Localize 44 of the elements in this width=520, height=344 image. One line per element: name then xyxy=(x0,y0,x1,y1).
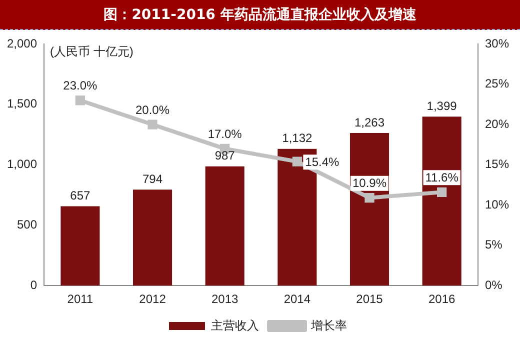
y-tick-label: 0 xyxy=(30,278,38,292)
bar xyxy=(60,206,100,286)
y2-tick-label: 15% xyxy=(484,157,510,172)
data-label: 1,132 xyxy=(282,131,313,146)
annotation: (人民币 十亿元) xyxy=(50,44,134,58)
y-tick-label: 1,500 xyxy=(7,96,38,111)
data-label: 1,399 xyxy=(426,98,458,113)
x-tick-label: 2015 xyxy=(356,292,384,306)
y-tick-label: 1,000 xyxy=(7,157,38,172)
legend-label: 增长率 xyxy=(310,318,347,332)
y2-tick-label: 20% xyxy=(484,116,510,131)
bar xyxy=(350,133,390,286)
point xyxy=(436,187,447,198)
data-label: 987 xyxy=(214,148,236,163)
chart-title: 图：2011-2016 年药品流通直报企业收入及增速 xyxy=(0,0,520,30)
x-tick-label: 2011 xyxy=(67,292,94,306)
data-label: 794 xyxy=(142,172,163,186)
y2-tick-label: 30% xyxy=(484,36,510,50)
bar xyxy=(132,190,172,286)
y2-tick-label: 25% xyxy=(484,76,510,91)
data-label: 11.6% xyxy=(425,170,459,184)
data-label: 10.9% xyxy=(352,176,387,190)
data-label: 15.4% xyxy=(305,154,340,169)
x-tick-label: 2012 xyxy=(139,292,166,306)
legend-label: 主营收入 xyxy=(211,318,259,332)
x-tick-label: 2013 xyxy=(211,292,239,306)
point xyxy=(292,156,302,166)
bar xyxy=(422,116,462,286)
point xyxy=(75,96,86,106)
point xyxy=(364,192,374,203)
y2-tick-label: 10% xyxy=(484,197,510,212)
y-tick-label: 2,000 xyxy=(7,36,38,50)
data-label: 23.0% xyxy=(63,78,98,93)
data-label: 17.0% xyxy=(208,127,242,142)
data-label: 1,263 xyxy=(354,115,385,130)
bar xyxy=(205,166,244,286)
y-tick-label: 500 xyxy=(17,218,38,232)
y2-tick-label: 5% xyxy=(484,238,503,252)
x-tick-label: 2014 xyxy=(284,292,311,306)
data-label: 657 xyxy=(70,188,91,203)
y2-tick-label: 0% xyxy=(484,278,503,292)
data-label: 20.0% xyxy=(136,102,170,117)
point xyxy=(148,120,158,130)
x-tick-label: 2016 xyxy=(428,292,456,306)
